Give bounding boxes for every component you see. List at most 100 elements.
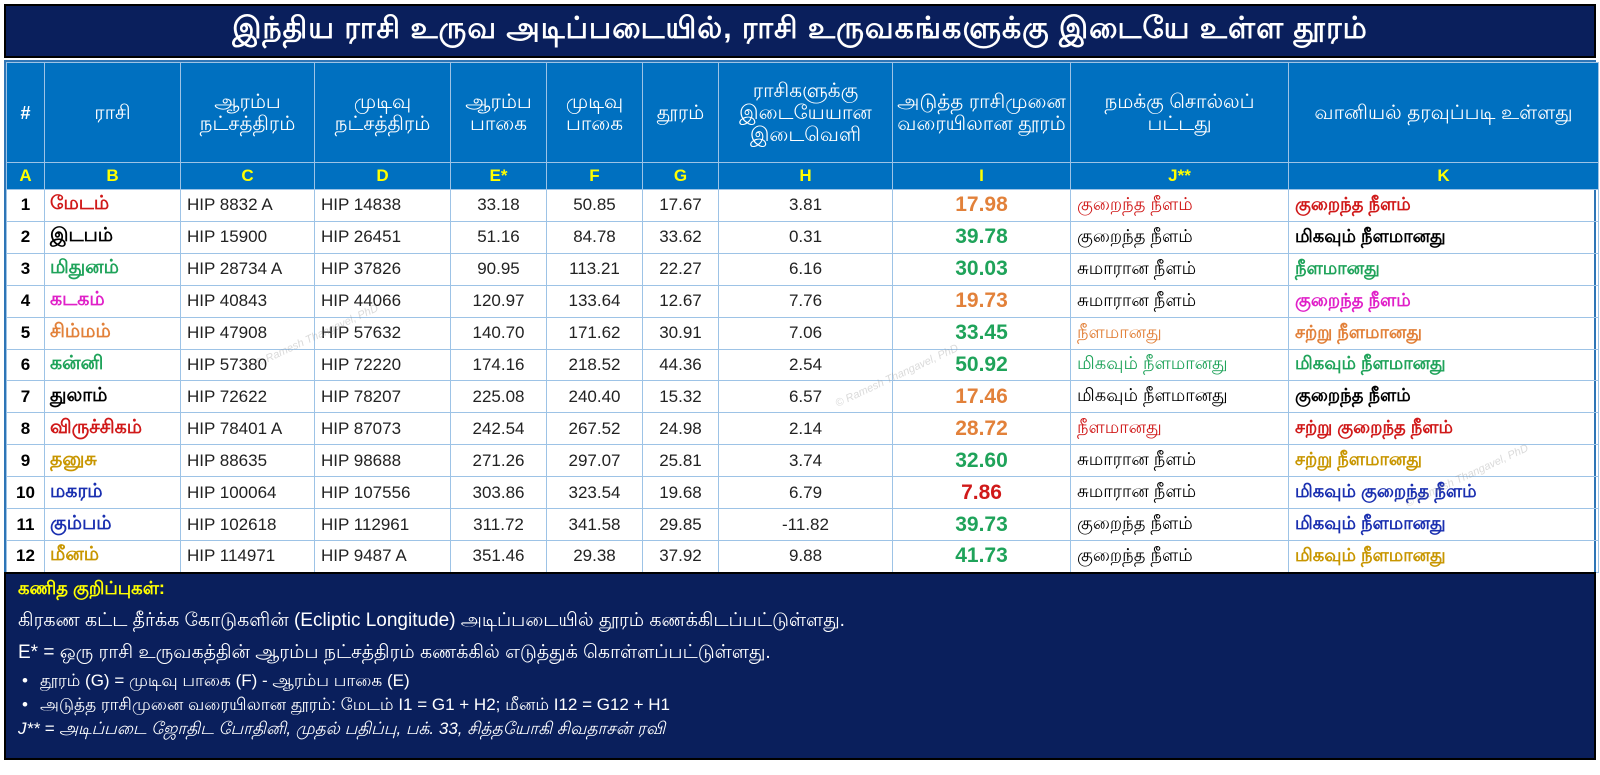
start-star-cell: HIP 40843 (180, 284, 315, 318)
per-astronomy-data-cell: குறைந்த நீளம் (1288, 380, 1599, 414)
table-row: 5 சிம்மம் HIP 47908 HIP 57632 140.70 171.62 30… (6, 316, 1599, 350)
distance-to-next-rasi-cell: 30.03 (892, 252, 1071, 286)
column-header: வானியல் தரவுப்படி உள்ளது (1288, 62, 1599, 163)
table-row: 2 இடபம் HIP 15900 HIP 26451 51.16 84.78 33.62 0… (6, 220, 1599, 254)
end-star-cell: HIP 37826 (314, 252, 451, 286)
per-astronomy-data-cell: சற்று குறைந்த நீளம் (1288, 412, 1599, 446)
column-letter: A (6, 162, 45, 190)
notes-footnote: J** = அடிப்படை ஜோதிட போதினி, முதல் பதிப்… (18, 719, 666, 738)
zodiac-distance-table: # ராசி ஆரம்ப நட்சத்திரம் முடிவு நட்சத்தி… (4, 60, 1599, 575)
column-letter: C (180, 162, 315, 190)
notes-line: E* = ஒரு ராசி உருவகத்தின் ஆரம்ப நட்சத்தி… (18, 642, 771, 663)
table-row: 10 மகரம் HIP 100064 HIP 107556 303.86 323.54 1… (6, 476, 1599, 510)
row-number-cell: 7 (6, 380, 45, 414)
distance-cell: 22.27 (642, 252, 719, 286)
start-star-cell: HIP 100064 (180, 476, 315, 510)
per-astronomy-data-cell: குறைந்த நீளம் (1288, 284, 1599, 318)
table-row: 6 கன்னி HIP 57380 HIP 72220 174.16 218.52 44.3… (6, 348, 1599, 382)
told-to-us-cell: குறைந்த நீளம் (1070, 189, 1289, 222)
start-star-cell: HIP 72622 (180, 380, 315, 414)
distance-cell: 29.85 (642, 508, 719, 541)
notes-line: கிரகண கட்ட தீர்க்க கோடுகளின் (Ecliptic L… (18, 610, 845, 631)
distance-cell: 24.98 (642, 412, 719, 446)
gap-between-rasis-cell: 6.57 (718, 380, 893, 414)
start-degree-cell: 351.46 (450, 539, 547, 574)
start-star-cell: HIP 15900 (180, 220, 315, 254)
column-letter: H (718, 162, 893, 190)
start-star-cell: HIP 57380 (180, 348, 315, 382)
distance-to-next-rasi-cell: 17.46 (892, 380, 1071, 414)
told-to-us-cell: சுமாரான நீளம் (1070, 476, 1289, 510)
column-header-row: # ராசி ஆரம்ப நட்சத்திரம் முடிவு நட்சத்தி… (6, 62, 1599, 163)
told-to-us-cell: குறைந்த நீளம் (1070, 220, 1289, 254)
end-degree-cell: 341.58 (546, 508, 643, 541)
rasi-name-cell: கன்னி (44, 348, 181, 382)
end-star-cell: HIP 87073 (314, 412, 451, 446)
start-degree-cell: 140.70 (450, 316, 547, 350)
per-astronomy-data-cell: சற்று நீளமானது (1288, 444, 1599, 478)
distance-cell: 15.32 (642, 380, 719, 414)
per-astronomy-data-cell: மிகவும் குறைந்த நீளம் (1288, 476, 1599, 510)
end-star-cell: HIP 112961 (314, 508, 451, 541)
rasi-name-cell: மேடம் (44, 189, 181, 222)
distance-to-next-rasi-cell: 50.92 (892, 348, 1071, 382)
per-astronomy-data-cell: மிகவும் நீளமானது (1288, 508, 1599, 541)
start-star-cell: HIP 88635 (180, 444, 315, 478)
distance-cell: 25.81 (642, 444, 719, 478)
column-letter: G (642, 162, 719, 190)
start-degree-cell: 120.97 (450, 284, 547, 318)
column-header: அடுத்த ராசிமுனை வரையிலான தூரம் (892, 62, 1071, 163)
end-star-cell: HIP 44066 (314, 284, 451, 318)
column-header: தூரம் (642, 62, 719, 163)
start-degree-cell: 51.16 (450, 220, 547, 254)
rasi-name-cell: மீனம் (44, 539, 181, 574)
per-astronomy-data-cell: நீளமானது (1288, 252, 1599, 286)
notes-bullet: அடுத்த ராசிமுனை வரையிலான தூரம்: மேடம் I1… (18, 693, 1582, 717)
rasi-name-cell: துலாம் (44, 380, 181, 414)
column-letter: I (892, 162, 1071, 190)
distance-cell: 33.62 (642, 220, 719, 254)
column-letter: F (546, 162, 643, 190)
rasi-name-cell: கும்பம் (44, 508, 181, 541)
column-header: முடிவு பாகை (546, 62, 643, 163)
gap-between-rasis-cell: 9.88 (718, 539, 893, 574)
distance-cell: 17.67 (642, 189, 719, 222)
table-row: 4 கடகம் HIP 40843 HIP 44066 120.97 133.64 12.6… (6, 284, 1599, 318)
distance-cell: 44.36 (642, 348, 719, 382)
start-star-cell: HIP 102618 (180, 508, 315, 541)
per-astronomy-data-cell: மிகவும் நீளமானது (1288, 539, 1599, 574)
table-row: 11 கும்பம் HIP 102618 HIP 112961 311.72 341.5… (6, 508, 1599, 541)
per-astronomy-data-cell: மிகவும் நீளமானது (1288, 348, 1599, 382)
distance-to-next-rasi-cell: 39.78 (892, 220, 1071, 254)
distance-cell: 37.92 (642, 539, 719, 574)
rasi-name-cell: சிம்மம் (44, 316, 181, 350)
told-to-us-cell: நீளமானது (1070, 412, 1289, 446)
distance-to-next-rasi-cell: 19.73 (892, 284, 1071, 318)
table-row: 7 துலாம் HIP 72622 HIP 78207 225.08 240.40 15.… (6, 380, 1599, 414)
per-astronomy-data-cell: மிகவும் நீளமானது (1288, 220, 1599, 254)
column-letter: J** (1070, 162, 1289, 190)
row-number-cell: 5 (6, 316, 45, 350)
row-number-cell: 3 (6, 252, 45, 286)
start-star-cell: HIP 114971 (180, 539, 315, 574)
end-star-cell: HIP 72220 (314, 348, 451, 382)
table-row: 12 மீனம் HIP 114971 HIP 9487 A 351.46 29.38 37… (6, 539, 1599, 574)
end-degree-cell: 323.54 (546, 476, 643, 510)
distance-to-next-rasi-cell: 28.72 (892, 412, 1071, 446)
told-to-us-cell: மிகவும் நீளமானது (1070, 348, 1289, 382)
start-degree-cell: 225.08 (450, 380, 547, 414)
row-number-cell: 11 (6, 508, 45, 541)
distance-cell: 12.67 (642, 284, 719, 318)
rasi-name-cell: மகரம் (44, 476, 181, 510)
start-star-cell: HIP 8832 A (180, 189, 315, 222)
end-star-cell: HIP 14838 (314, 189, 451, 222)
distance-to-next-rasi-cell: 7.86 (892, 476, 1071, 510)
start-degree-cell: 303.86 (450, 476, 547, 510)
told-to-us-cell: சுமாரான நீளம் (1070, 444, 1289, 478)
row-number-cell: 10 (6, 476, 45, 510)
table-row: 1 மேடம் HIP 8832 A HIP 14838 33.18 50.85 17.67… (6, 189, 1599, 222)
rasi-name-cell: கடகம் (44, 284, 181, 318)
row-number-cell: 2 (6, 220, 45, 254)
gap-between-rasis-cell: 6.79 (718, 476, 893, 510)
told-to-us-cell: நீளமானது (1070, 316, 1289, 350)
